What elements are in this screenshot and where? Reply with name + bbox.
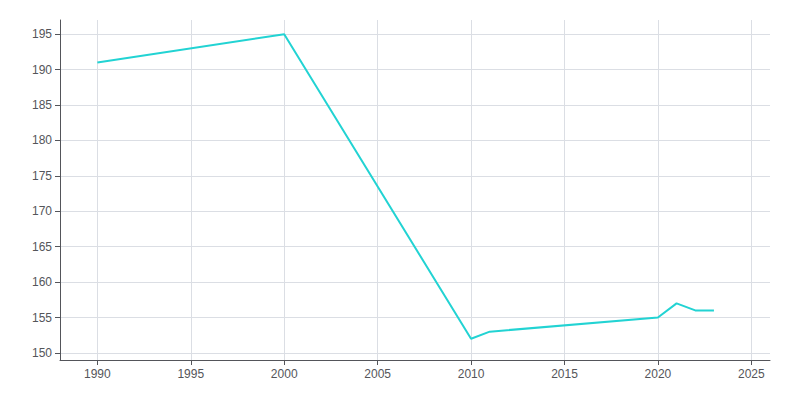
svg-text:2015: 2015 (551, 367, 578, 381)
svg-text:180: 180 (32, 133, 52, 147)
svg-text:1990: 1990 (84, 367, 111, 381)
svg-text:185: 185 (32, 98, 52, 112)
svg-text:165: 165 (32, 240, 52, 254)
svg-text:160: 160 (32, 275, 52, 289)
svg-text:150: 150 (32, 346, 52, 360)
svg-text:2025: 2025 (738, 367, 765, 381)
svg-text:2000: 2000 (271, 367, 298, 381)
svg-text:175: 175 (32, 169, 52, 183)
svg-text:170: 170 (32, 204, 52, 218)
svg-text:1995: 1995 (177, 367, 204, 381)
svg-text:2020: 2020 (645, 367, 672, 381)
svg-text:195: 195 (32, 27, 52, 41)
svg-text:2010: 2010 (458, 367, 485, 381)
svg-text:155: 155 (32, 311, 52, 325)
svg-text:2005: 2005 (364, 367, 391, 381)
svg-text:190: 190 (32, 63, 52, 77)
